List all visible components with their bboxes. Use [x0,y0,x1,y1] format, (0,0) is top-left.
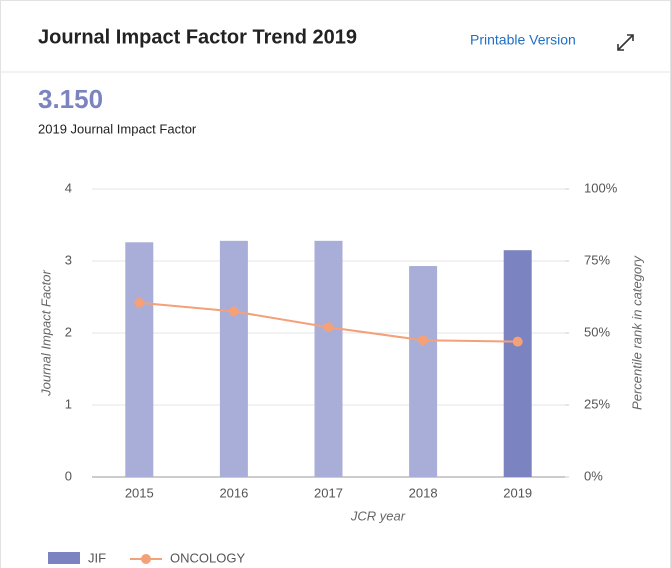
legend-marker [141,554,151,564]
y2-tick-label: 0% [584,468,603,483]
expand-icon[interactable] [617,34,634,51]
jif-value: 3.150 [38,84,103,114]
point [323,322,334,333]
jif-label: 2019 Journal Impact Factor [38,121,197,136]
y-tick-label: 4 [65,180,72,195]
legend-swatch [48,552,80,564]
y2-axis-title: Percentile rank in category [629,255,644,410]
point [418,335,429,346]
x-axis-title: JCR year [350,508,406,523]
bar [219,240,248,477]
bar [314,240,343,477]
point [512,336,523,347]
y-tick-label: 2 [65,324,72,339]
x-tick-label: 2018 [409,485,438,500]
bar [409,266,438,477]
y-tick-label: 1 [65,396,72,411]
y2-tick-label: 75% [584,252,610,267]
x-tick-label: 2019 [503,485,532,500]
x-tick-label: 2016 [219,485,248,500]
y-tick-label: 0 [65,468,72,483]
printable-link[interactable]: Printable Version [470,32,576,48]
legend-label: ONCOLOGY [170,550,245,565]
card-title: Journal Impact Factor Trend 2019 [38,26,357,48]
bar [125,242,154,477]
point [134,297,145,308]
y-tick-label: 3 [65,252,72,267]
bar [503,250,532,477]
y2-tick-label: 100% [584,180,618,195]
y-axis-title: Journal Impact Factor [38,269,53,396]
x-tick-label: 2015 [125,485,154,500]
legend-label: JIF [88,550,106,565]
y2-tick-label: 25% [584,396,610,411]
y2-tick-label: 50% [584,324,610,339]
point [228,306,239,317]
x-tick-label: 2017 [314,485,343,500]
